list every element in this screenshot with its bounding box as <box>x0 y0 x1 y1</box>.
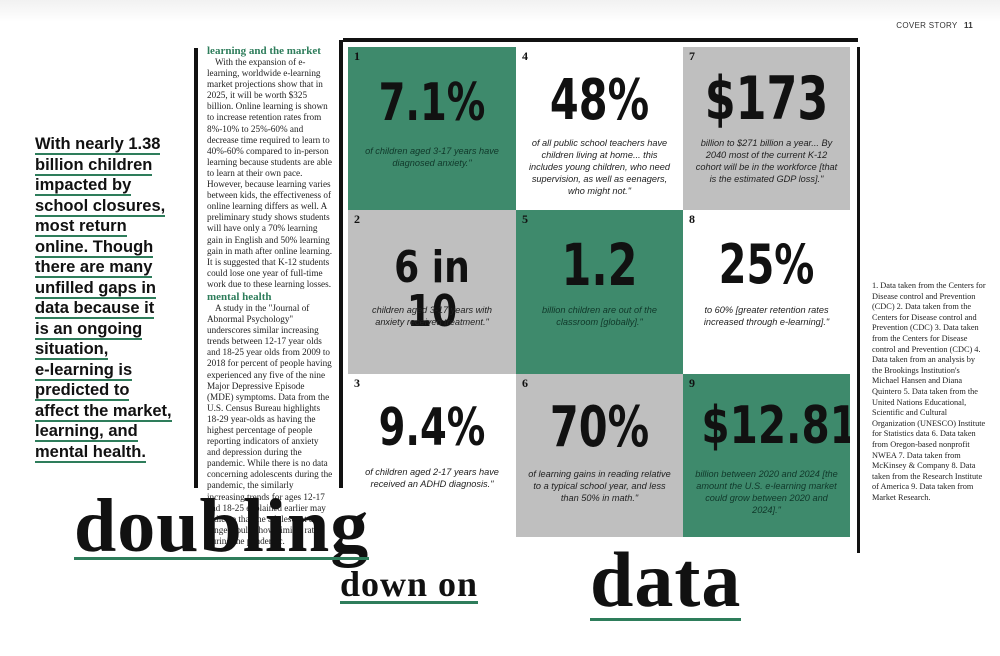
pull-quote-line: most return <box>35 217 127 237</box>
stat-value: 9.4% <box>378 398 486 458</box>
pull-quote-line: mental health. <box>35 442 146 463</box>
stat-tile-5: 5 1.2 billion children are out of the cl… <box>516 210 683 374</box>
stat-caption: of learning gains in reading relative to… <box>528 469 671 503</box>
pull-quote-line: school closures, <box>35 196 166 217</box>
column-rule-middle <box>339 40 343 488</box>
stat-value: $173 <box>704 64 829 134</box>
stat-tile-4: 4 48% of all public school teachers have… <box>516 47 683 210</box>
stat-tile-6: 6 70% of learning gains in reading relat… <box>516 374 683 537</box>
pull-quote-line: billion children <box>35 155 153 176</box>
title-word-doubling: doubling <box>74 488 370 564</box>
title-underline <box>74 557 370 560</box>
stat-number: 7 <box>689 49 695 63</box>
pull-quote-line: affect the market, <box>35 401 172 422</box>
top-rule <box>343 38 858 42</box>
section-heading-market: learning and the market <box>207 45 321 57</box>
pull-quote-line: e-learning is <box>35 360 133 381</box>
source-notes: 1. Data taken from the Centers for Disea… <box>872 281 986 502</box>
page-number: 11 <box>963 21 973 30</box>
article-paragraph-mental-health: A study in the "Journal of Abnormal Psyc… <box>207 302 333 546</box>
pull-quote-line: With nearly 1.38 <box>35 135 161 155</box>
pull-quote-line: is an ongoing <box>35 319 143 340</box>
pull-quote: With nearly 1.38 billion children impact… <box>35 134 183 463</box>
article-paragraph-market: With the expansion of e-learning, worldw… <box>207 57 333 289</box>
stat-tile-1: 1 7.1% of children aged 3-17 years have … <box>348 47 516 210</box>
pull-quote-line: there are many <box>35 258 153 278</box>
pull-quote-line: predicted to <box>35 381 130 401</box>
pull-quote-line: online. Though <box>35 237 154 258</box>
stat-caption: to 60% [greater retention rates increase… <box>703 305 830 327</box>
column-rule-right <box>857 47 860 553</box>
stat-number: 9 <box>689 376 695 390</box>
stat-value: 25% <box>718 233 815 296</box>
stat-number: 3 <box>354 376 360 390</box>
pull-quote-line: unfilled gaps in <box>35 278 157 299</box>
stat-caption: billion children are out of the classroo… <box>542 305 657 327</box>
pull-quote-line: impacted by <box>35 176 132 196</box>
title-text: doubling <box>74 484 370 568</box>
running-header: COVER STORY 11 <box>896 21 973 30</box>
stat-value: 6 in 10 <box>394 242 470 337</box>
stat-tile-8: 8 25% to 60% [greater retention rates in… <box>683 210 850 374</box>
stats-grid: 1 7.1% of children aged 3-17 years have … <box>348 47 850 537</box>
stat-tile-7: 7 $173 billion to $271 billion a year...… <box>683 47 850 210</box>
stat-caption: children aged 3-17 years with anxiety re… <box>371 305 493 327</box>
column-rule-left <box>194 48 198 488</box>
stat-number: 2 <box>354 212 360 226</box>
pull-quote-line: data because it <box>35 299 155 319</box>
stat-number: 1 <box>354 49 360 63</box>
stat-tile-2: 2 6 in 10 children aged 3-17 years with … <box>348 210 516 374</box>
stat-number: 4 <box>522 49 528 63</box>
stat-value: $12.81 <box>701 396 850 456</box>
title-underline <box>590 618 742 621</box>
stat-caption: billion between 2020 and 2024 [the amoun… <box>695 469 838 515</box>
stat-tile-9: 9 $12.81 billion between 2020 and 2024 [… <box>683 374 850 537</box>
stat-caption: of all public school teachers have child… <box>529 138 670 196</box>
stat-caption: of children aged 3-17 years have diagnos… <box>365 146 499 168</box>
stat-value: 70% <box>549 395 650 460</box>
title-underline <box>340 601 479 604</box>
stat-number: 6 <box>522 376 528 390</box>
section-label: COVER STORY <box>896 21 958 30</box>
title-word-down-on: down on <box>340 564 479 604</box>
stat-value: 7.1% <box>378 73 486 133</box>
stat-value: 48% <box>549 68 650 133</box>
title-text: data <box>590 536 742 623</box>
title-word-data: data <box>590 541 742 621</box>
stat-caption: billion to $271 billion a year... By 204… <box>695 138 838 184</box>
pull-quote-line: situation, <box>35 340 109 360</box>
section-heading-mental-health: mental health <box>207 290 272 303</box>
title-text: down on <box>340 564 479 604</box>
stat-number: 8 <box>689 212 695 226</box>
stat-caption: of children aged 2-17 years have receive… <box>365 467 499 489</box>
stat-value: 1.2 <box>561 231 638 299</box>
article-column: learning and the market With the expansi… <box>207 45 333 548</box>
stat-tile-3: 3 9.4% of children aged 2-17 years have … <box>348 374 516 537</box>
stat-number: 5 <box>522 212 528 226</box>
pull-quote-line: learning, and <box>35 422 138 442</box>
